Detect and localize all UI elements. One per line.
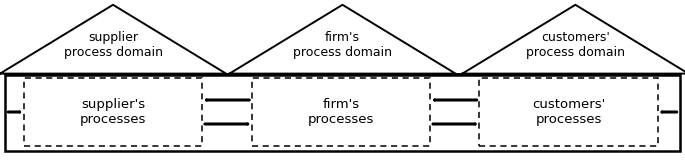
Bar — [5, 75, 680, 151]
Text: firm's
processes: firm's processes — [308, 98, 374, 126]
Text: supplier
process domain: supplier process domain — [64, 31, 162, 59]
Text: firm's
process domain: firm's process domain — [293, 31, 392, 59]
Text: supplier's
processes: supplier's processes — [80, 98, 146, 126]
Bar — [479, 78, 658, 146]
Bar — [24, 78, 202, 146]
Text: customers'
processes: customers' processes — [532, 98, 605, 126]
Text: customers'
process domain: customers' process domain — [526, 31, 625, 59]
Bar — [252, 78, 430, 146]
